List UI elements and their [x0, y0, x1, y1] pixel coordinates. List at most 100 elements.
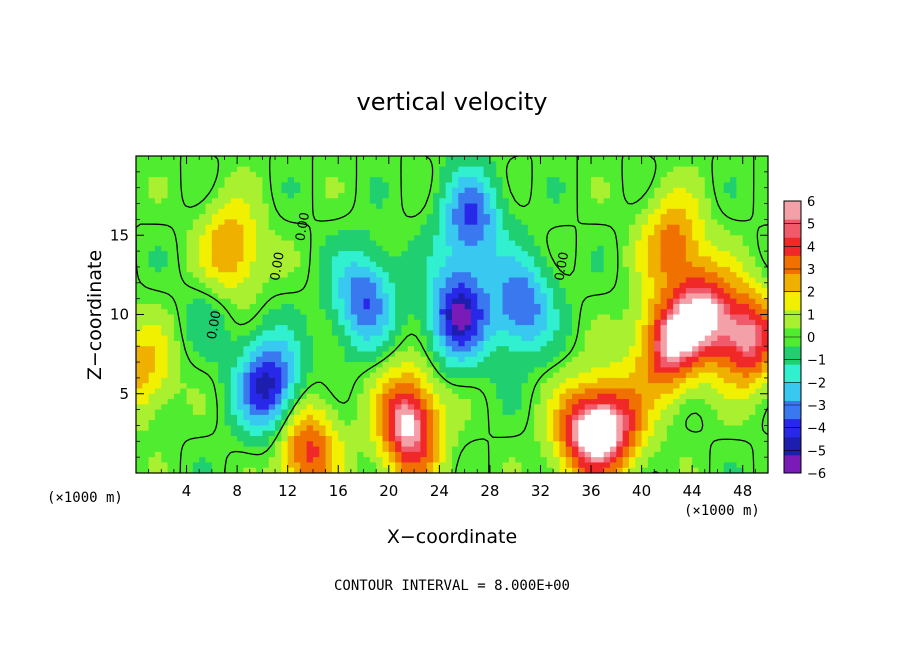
- field-cell: [407, 256, 415, 263]
- field-cell: [433, 314, 440, 321]
- field-cell: [622, 462, 630, 469]
- field-cell: [546, 203, 554, 210]
- field-cell: [433, 383, 440, 390]
- field-cell: [458, 393, 466, 400]
- field-cell: [534, 229, 542, 236]
- field-cell: [433, 245, 440, 252]
- field-cell: [414, 414, 421, 421]
- field-cell: [186, 425, 194, 432]
- field-cell: [218, 266, 226, 273]
- field-cell: [186, 298, 194, 305]
- field-cell: [628, 272, 636, 279]
- field-cell: [249, 224, 257, 231]
- field-cell: [275, 314, 282, 321]
- field-cell: [325, 467, 333, 473]
- field-cell: [578, 388, 586, 395]
- field-cell: [641, 303, 649, 310]
- field-cell: [628, 208, 636, 215]
- field-cell: [376, 224, 384, 231]
- field-cell: [452, 272, 459, 279]
- field-cell: [256, 457, 263, 464]
- field-cell: [211, 303, 219, 310]
- field-cell: [369, 219, 377, 226]
- field-cell: [180, 235, 188, 242]
- field-cell: [218, 425, 226, 432]
- field-cell: [199, 335, 207, 342]
- field-cell: [142, 177, 150, 184]
- field-cell: [167, 446, 175, 453]
- field-cell: [192, 245, 200, 252]
- field-cell: [559, 309, 567, 316]
- field-cell: [622, 441, 630, 448]
- field-cell: [148, 177, 156, 184]
- field-cell: [641, 436, 649, 442]
- field-cell: [306, 388, 314, 395]
- field-cell: [218, 330, 226, 337]
- field-cell: [395, 351, 403, 358]
- field-cell: [262, 272, 270, 279]
- field-cell: [281, 208, 289, 215]
- field-cell: [647, 467, 655, 473]
- field-cell: [249, 229, 257, 236]
- field-cell: [546, 399, 554, 405]
- field-cell: [199, 356, 207, 363]
- field-cell: [148, 161, 156, 168]
- field-cell: [230, 309, 238, 316]
- field-cell: [546, 303, 554, 310]
- field-cell: [376, 203, 384, 210]
- field-cell: [237, 251, 245, 257]
- field-cell: [382, 266, 390, 273]
- field-cell: [496, 414, 504, 421]
- field-cell: [218, 166, 226, 173]
- field-cell: [331, 198, 339, 205]
- field-cell: [173, 441, 181, 448]
- field-cell: [635, 404, 643, 411]
- field-cell: [363, 166, 371, 173]
- field-cell: [300, 272, 308, 279]
- field-cell: [306, 404, 314, 411]
- field-cell: [331, 192, 339, 199]
- field-cell: [230, 203, 238, 210]
- field-cell: [527, 409, 535, 416]
- field-cell: [414, 319, 421, 326]
- field-cell: [268, 261, 276, 268]
- field-cell: [527, 240, 535, 247]
- field-cell: [508, 325, 516, 331]
- field-cell: [306, 451, 314, 458]
- field-cell: [527, 319, 535, 326]
- field-cell: [414, 446, 421, 453]
- field-cell: [445, 467, 453, 473]
- field-cell: [603, 399, 611, 405]
- field-cell: [464, 325, 472, 331]
- field-cell: [527, 325, 535, 331]
- field-cell: [224, 208, 232, 215]
- field-cell: [572, 377, 579, 384]
- field-cell: [470, 277, 478, 284]
- field-cell: [237, 388, 245, 395]
- field-cell: [502, 335, 510, 342]
- field-cell: [376, 309, 384, 316]
- field-cell: [508, 240, 516, 247]
- field-cell: [578, 425, 586, 432]
- field-cell: [565, 314, 573, 321]
- field-cell: [470, 214, 478, 220]
- field-cell: [610, 303, 617, 310]
- field-cell: [262, 425, 270, 432]
- field-cell: [597, 240, 605, 247]
- field-cell: [186, 340, 194, 347]
- field-cell: [458, 414, 466, 421]
- field-cell: [439, 446, 447, 453]
- field-cell: [641, 277, 649, 284]
- field-cell: [407, 446, 415, 453]
- field-cell: [224, 224, 232, 231]
- field-cell: [641, 266, 649, 273]
- field-cell: [262, 414, 270, 421]
- field-cell: [401, 467, 409, 473]
- field-cell: [553, 203, 561, 210]
- field-cell: [426, 298, 434, 305]
- field-cell: [597, 367, 605, 374]
- field-cell: [161, 303, 169, 310]
- field-cell: [306, 171, 314, 178]
- field-cell: [306, 293, 314, 300]
- field-cell: [546, 330, 554, 337]
